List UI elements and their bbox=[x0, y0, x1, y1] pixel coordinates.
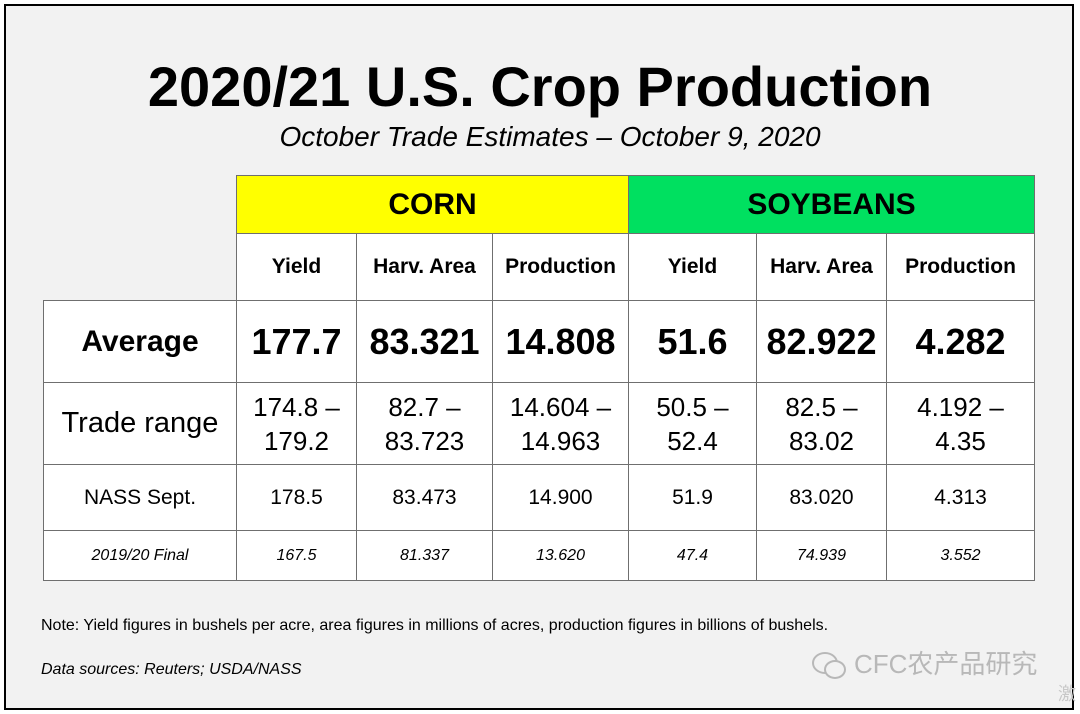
table-cell: 83.321 bbox=[356, 300, 493, 383]
watermark: CFC农产品研究 bbox=[812, 648, 1037, 680]
wechat-icon bbox=[812, 650, 846, 679]
range-high: 179.2 bbox=[263, 425, 330, 456]
watermark-text: CFC农产品研究 bbox=[854, 649, 1038, 679]
corner-blank bbox=[44, 234, 237, 301]
column-header: Harv. Area bbox=[356, 233, 493, 301]
table-cell: 4.282 bbox=[886, 300, 1035, 383]
slide-title: 2020/21 U.S. Crop Production bbox=[147, 55, 933, 118]
table-row-nass-sept: NASS Sept. 178.5 83.473 14.900 51.9 83.0… bbox=[43, 464, 1035, 531]
column-header: Harv. Area bbox=[756, 233, 887, 301]
table-cell: 50.5 –52.4 bbox=[628, 382, 757, 465]
table-cell: 14.900 bbox=[492, 464, 629, 531]
group-header-corn: CORN bbox=[236, 175, 629, 234]
table-cell: 74.939 bbox=[756, 530, 887, 581]
row-label: 2019/20 Final bbox=[43, 530, 237, 581]
edge-watermark-char: 激 bbox=[1058, 684, 1076, 704]
table-cell: 4.192 –4.35 bbox=[886, 382, 1035, 465]
table-cell: 51.6 bbox=[628, 300, 757, 383]
column-header: Yield bbox=[236, 233, 357, 301]
range-low: 50.5 – bbox=[656, 391, 729, 422]
group-header-soybeans: SOYBEANS bbox=[628, 175, 1035, 234]
table-cell: 83.020 bbox=[756, 464, 887, 531]
table-cell: 177.7 bbox=[236, 300, 357, 383]
table-cell: 81.337 bbox=[356, 530, 493, 581]
group-header-row: CORN SOYBEANS bbox=[44, 175, 1035, 234]
table-cell: 82.922 bbox=[756, 300, 887, 383]
table-cell: 167.5 bbox=[236, 530, 357, 581]
column-header: Yield bbox=[628, 233, 757, 301]
corner-blank bbox=[44, 176, 237, 234]
crop-production-table: CORN SOYBEANS Yield Harv. Area Productio… bbox=[43, 175, 1035, 581]
range-high: 14.963 bbox=[520, 425, 601, 456]
row-label: Trade range bbox=[43, 382, 237, 465]
slide-subtitle: October Trade Estimates – October 9, 202… bbox=[279, 121, 821, 152]
table-cell: 14.604 –14.963 bbox=[492, 382, 629, 465]
column-header-row: Yield Harv. Area Production Yield Harv. … bbox=[44, 233, 1035, 301]
table-cell: 4.313 bbox=[886, 464, 1035, 531]
column-header: Production bbox=[886, 233, 1035, 301]
table-cell: 83.473 bbox=[356, 464, 493, 531]
units-note: Note: Yield figures in bushels per acre,… bbox=[41, 617, 829, 634]
range-low: 82.7 – bbox=[388, 391, 461, 422]
table-row-average: Average 177.7 83.321 14.808 51.6 82.922 … bbox=[43, 300, 1035, 383]
row-label: Average bbox=[43, 300, 237, 383]
range-high: 4.35 bbox=[935, 425, 986, 456]
data-sources: Data sources: Reuters; USDA/NASS bbox=[41, 661, 302, 678]
column-header: Production bbox=[492, 233, 629, 301]
range-low: 174.8 – bbox=[253, 391, 340, 422]
table-cell: 178.5 bbox=[236, 464, 357, 531]
range-low: 14.604 – bbox=[509, 391, 612, 422]
table-cell: 82.5 –83.02 bbox=[756, 382, 887, 465]
table-cell: 14.808 bbox=[492, 300, 629, 383]
table-row-trade-range: Trade range 174.8 –179.2 82.7 –83.723 14… bbox=[43, 382, 1035, 465]
range-high: 52.4 bbox=[667, 425, 718, 456]
range-high: 83.02 bbox=[788, 425, 855, 456]
table-cell: 3.552 bbox=[886, 530, 1035, 581]
table-cell: 174.8 –179.2 bbox=[236, 382, 357, 465]
table-cell: 51.9 bbox=[628, 464, 757, 531]
table-cell: 82.7 –83.723 bbox=[356, 382, 493, 465]
range-low: 4.192 – bbox=[917, 391, 1004, 422]
table-row-2019-20-final: 2019/20 Final 167.5 81.337 13.620 47.4 7… bbox=[43, 530, 1035, 581]
row-label: NASS Sept. bbox=[43, 464, 237, 531]
table-cell: 13.620 bbox=[492, 530, 629, 581]
range-low: 82.5 – bbox=[785, 391, 858, 422]
table-cell: 47.4 bbox=[628, 530, 757, 581]
range-high: 83.723 bbox=[384, 425, 465, 456]
